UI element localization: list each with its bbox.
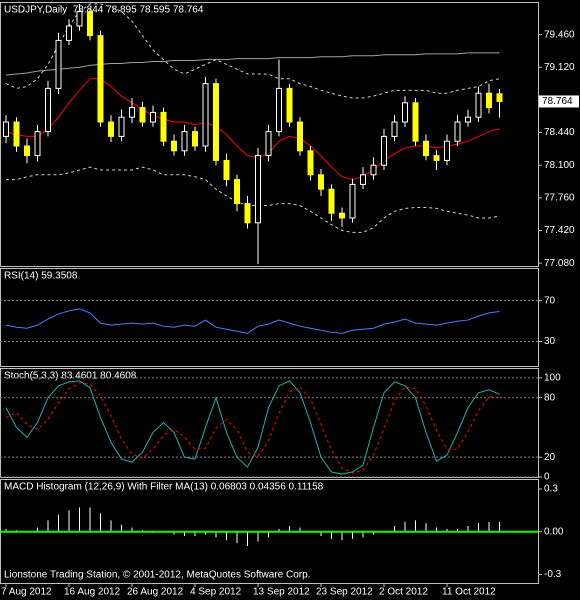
candle-body (402, 102, 408, 123)
candle-body (391, 121, 398, 137)
candle-body (171, 140, 177, 152)
panel-title: MACD Histogram (12,26,9) With Filter MA(… (4, 482, 324, 493)
candle-body (412, 102, 419, 142)
candle-body (24, 145, 30, 157)
candle-body (66, 25, 72, 41)
candle-body (360, 174, 366, 185)
y-tick-label: 0 (544, 472, 550, 483)
candle-body (381, 135, 387, 166)
indicator-line (5, 78, 500, 181)
candle-body (160, 111, 167, 142)
annotation: Lionstone Trading Station, © 2001-2012, … (4, 570, 310, 581)
candle-body (339, 212, 345, 219)
indicator-line (5, 308, 500, 334)
candle-body (108, 121, 114, 137)
x-tick-label: 23 Sep 2012 (316, 587, 373, 598)
candle-body (318, 174, 324, 190)
candle-body (55, 39, 62, 89)
candle-body (181, 131, 188, 152)
candle-body (370, 164, 377, 176)
y-tick-label: 77.080 (544, 258, 575, 269)
candle-body (286, 87, 293, 123)
candle-body (87, 11, 93, 37)
candle-body (454, 121, 461, 142)
x-tick-label: 2 Oct 2012 (379, 587, 428, 598)
x-tick-label: 26 Aug 2012 (127, 587, 184, 598)
y-tick-label: 78.440 (544, 127, 575, 138)
candle-body (475, 92, 482, 118)
candle-body (34, 131, 41, 157)
candle-body (234, 179, 240, 205)
y-tick-label: 20 (544, 452, 556, 463)
candle-body (349, 183, 356, 219)
x-tick-label: 7 Aug 2012 (1, 587, 52, 598)
y-tick-label: 0.3 (544, 484, 558, 495)
candle-body (129, 107, 135, 118)
x-tick-label: 16 Aug 2012 (64, 587, 121, 598)
y-tick-label: 70 (544, 295, 556, 306)
candle-body (423, 140, 429, 157)
price-label-box (539, 95, 579, 108)
candle-body (265, 131, 272, 157)
indicator-line (5, 382, 500, 474)
candle-body (223, 159, 230, 181)
candle-body (276, 87, 282, 133)
candle-body (192, 131, 198, 147)
y-tick-label: 79.460 (544, 29, 575, 40)
indicator-line (6, 166, 500, 233)
panel-frame (0, 2, 539, 267)
candle-body (255, 155, 261, 224)
y-tick-label: 77.760 (544, 192, 575, 203)
y-tick-label: 100 (544, 373, 561, 384)
candle-body (213, 83, 219, 161)
x-tick-label: 13 Sep 2012 (253, 587, 310, 598)
candle-body (486, 92, 492, 109)
candle-body (13, 121, 20, 147)
candle-body (297, 121, 303, 152)
candle-body (328, 188, 335, 214)
x-tick-label: 11 Oct 2012 (442, 587, 496, 598)
y-tick-label: 0.00 (544, 526, 564, 537)
candle-body (150, 111, 156, 123)
y-tick-label: 79.120 (544, 62, 575, 73)
candle-body (118, 116, 125, 137)
candle-body (444, 140, 450, 161)
candle-body (45, 87, 51, 133)
y-tick-label: 30 (544, 336, 556, 347)
candle-body (202, 83, 209, 147)
panel-title: RSI(14) 59.3508 (4, 271, 78, 282)
y-tick-label: -0.3 (544, 569, 562, 580)
x-tick-label: 4 Sep 2012 (190, 587, 242, 598)
candle-body (139, 107, 146, 123)
indicator-line (5, 380, 500, 475)
price-label: 78.764 (542, 96, 573, 107)
panel-frame (0, 268, 539, 367)
candle-body (433, 155, 440, 161)
indicator-line (5, 3, 500, 99)
candle-body (496, 93, 503, 102)
y-tick-label: 78.100 (544, 160, 575, 171)
y-tick-label: 80 (544, 392, 556, 403)
candle-body (465, 116, 471, 123)
indicator-line (5, 52, 500, 76)
panel-title: Stoch(5,3,3) 83.4601 80.4608 (4, 371, 137, 382)
candle-body (76, 11, 83, 27)
candle-body (307, 150, 314, 176)
candle-body (244, 203, 251, 224)
y-tick-label: 77.420 (544, 225, 575, 236)
candle-body (3, 121, 9, 137)
candle-body (97, 35, 104, 123)
panel-title: USDJPY,Daily 78.844 78.895 78.595 78.764 (4, 5, 204, 16)
